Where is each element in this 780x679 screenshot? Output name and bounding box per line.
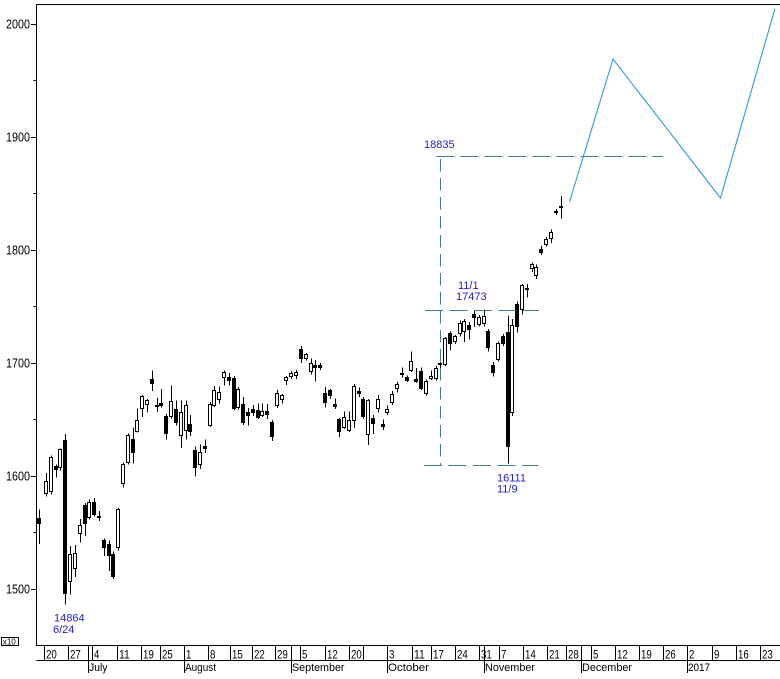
svg-text:23: 23 bbox=[762, 648, 773, 662]
svg-text:15: 15 bbox=[232, 648, 243, 662]
svg-text:11/9: 11/9 bbox=[497, 484, 518, 496]
svg-text:2000: 2000 bbox=[6, 18, 30, 32]
svg-text:25: 25 bbox=[162, 648, 173, 662]
svg-text:18835: 18835 bbox=[424, 139, 455, 151]
svg-text:17: 17 bbox=[433, 648, 444, 662]
svg-text:July: July bbox=[89, 662, 108, 674]
svg-text:1600: 1600 bbox=[6, 470, 30, 484]
svg-text:2017: 2017 bbox=[688, 662, 710, 674]
svg-text:28: 28 bbox=[568, 648, 579, 662]
svg-text:14: 14 bbox=[525, 648, 536, 662]
svg-text:21: 21 bbox=[549, 648, 560, 662]
svg-text:11/1: 11/1 bbox=[458, 280, 479, 292]
svg-text:1500: 1500 bbox=[6, 583, 30, 597]
svg-text:4: 4 bbox=[94, 648, 100, 662]
svg-text:1900: 1900 bbox=[6, 131, 30, 145]
svg-text:19: 19 bbox=[143, 648, 154, 662]
svg-text:16111: 16111 bbox=[497, 473, 526, 485]
svg-text:1700: 1700 bbox=[6, 357, 30, 371]
svg-text:12: 12 bbox=[617, 648, 628, 662]
svg-text:14864: 14864 bbox=[54, 613, 85, 625]
svg-text:17473: 17473 bbox=[456, 291, 487, 303]
svg-text:9: 9 bbox=[714, 648, 720, 662]
svg-text:October: October bbox=[388, 662, 429, 674]
svg-text:August: August bbox=[185, 662, 216, 674]
svg-text:5: 5 bbox=[593, 648, 599, 662]
svg-text:September: September bbox=[292, 662, 345, 674]
svg-text:11: 11 bbox=[414, 648, 425, 662]
svg-text:16: 16 bbox=[738, 648, 749, 662]
svg-text:2: 2 bbox=[689, 648, 695, 662]
svg-text:x10: x10 bbox=[3, 637, 17, 646]
svg-text:11: 11 bbox=[119, 648, 130, 662]
svg-text:1800: 1800 bbox=[6, 244, 30, 258]
svg-text:8: 8 bbox=[210, 648, 216, 662]
svg-text:27: 27 bbox=[70, 648, 81, 662]
svg-text:December: December bbox=[582, 662, 632, 674]
svg-text:20: 20 bbox=[46, 648, 57, 662]
svg-text:November: November bbox=[485, 662, 535, 674]
svg-text:19: 19 bbox=[641, 648, 652, 662]
svg-text:26: 26 bbox=[665, 648, 676, 662]
svg-text:31: 31 bbox=[481, 648, 492, 662]
svg-text:7: 7 bbox=[501, 648, 507, 662]
svg-text:3: 3 bbox=[389, 648, 395, 662]
svg-text:12: 12 bbox=[327, 648, 338, 662]
svg-text:1: 1 bbox=[186, 648, 192, 662]
svg-text:29: 29 bbox=[277, 648, 288, 662]
svg-text:22: 22 bbox=[254, 648, 265, 662]
svg-text:20: 20 bbox=[351, 648, 362, 662]
svg-text:6/24: 6/24 bbox=[53, 624, 74, 636]
svg-text:5: 5 bbox=[302, 648, 308, 662]
svg-text:24: 24 bbox=[457, 648, 468, 662]
